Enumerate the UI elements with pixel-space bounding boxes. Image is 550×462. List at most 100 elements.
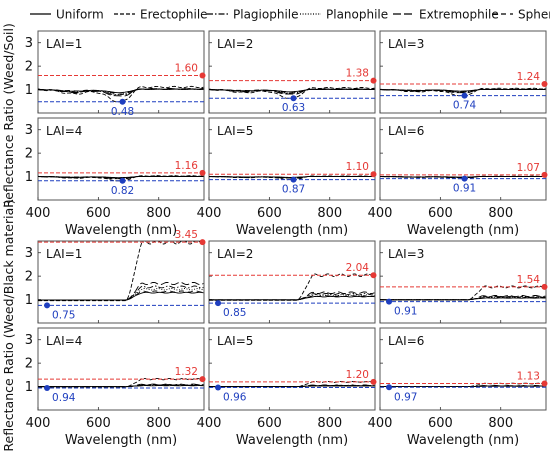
series-line [38, 175, 204, 182]
min-value-label: 0.75 [52, 309, 75, 321]
panel-label: LAI=3 [388, 37, 424, 51]
panel-label: LAI=1 [46, 247, 82, 261]
max-point [370, 77, 377, 84]
series-line [38, 384, 204, 388]
chart-panel: 1 2 3 400 600 800 1.16 0.82 LAI=4 [25, 117, 206, 221]
y-axis-title: Reflectance Ratio (Weed/Soil) [1, 23, 16, 208]
x-axis-title: Wavelength (nm) [236, 223, 348, 238]
y-tick-label: 3 [25, 246, 33, 261]
axis-titles: Wavelength (nm) Wavelength (nm) Wavelength… [1, 23, 519, 452]
min-point [386, 384, 393, 391]
max-point [541, 380, 548, 387]
chart-panel: 400 600 800 1.10 0.87 LAI=5 [197, 117, 377, 221]
x-tick-label: 400 [368, 416, 393, 431]
series-line [38, 88, 204, 96]
min-value-label: 0.96 [223, 392, 247, 404]
min-value-label: 0.48 [111, 106, 134, 118]
series-line [380, 88, 546, 92]
max-value-label: 1.07 [517, 162, 540, 174]
x-tick-label: 400 [26, 206, 51, 221]
max-point [370, 272, 377, 279]
series-line [38, 290, 204, 301]
panel-frame [37, 327, 205, 411]
legend-item: Plagiophile [207, 8, 299, 22]
y-tick-label: 2 [25, 270, 33, 285]
x-tick-label: 600 [86, 416, 111, 431]
chart-panel: 1.38 0.63 LAI=2 [208, 30, 377, 114]
legend-label: Uniform [56, 8, 104, 22]
chart-panel: 1 2 3 1.60 0.48 LAI=1 [25, 30, 206, 118]
max-value-label: 3.45 [175, 229, 198, 241]
panel-frame [379, 117, 547, 201]
x-tick-label: 800 [488, 416, 513, 431]
x-tick-label: 600 [257, 206, 282, 221]
panel-label: LAI=6 [388, 334, 424, 348]
min-point [386, 298, 393, 305]
panel-frame [379, 240, 547, 324]
min-value-label: 0.85 [223, 307, 246, 319]
legend-item: Spherical [492, 8, 550, 22]
max-point [199, 169, 206, 176]
y-tick-label: 2 [25, 60, 33, 75]
series-group [380, 285, 546, 301]
y-tick-label: 3 [25, 333, 33, 348]
x-tick-label: 800 [317, 416, 342, 431]
min-point [461, 175, 468, 182]
series-line [38, 175, 204, 179]
max-value-label: 1.32 [175, 366, 198, 378]
x-tick-label: 800 [488, 206, 513, 221]
max-value-label: 1.24 [517, 71, 541, 83]
x-axis-title: Wavelength (nm) [407, 223, 519, 238]
panel-label: LAI=2 [217, 37, 253, 51]
max-value-label: 1.16 [175, 160, 199, 172]
y-tick-label: 1 [25, 170, 33, 185]
min-value-label: 0.63 [282, 102, 305, 114]
series-group [38, 241, 204, 302]
panel-frame [37, 240, 205, 324]
y-tick-label: 2 [25, 357, 33, 372]
max-value-label: 1.20 [346, 369, 369, 381]
x-tick-label: 400 [197, 206, 222, 221]
panel-label: LAI=4 [46, 124, 82, 138]
chart-panel: 400 600 800 1.13 0.97 LAI=6 [368, 327, 548, 431]
max-point [370, 378, 377, 385]
x-tick-label: 600 [257, 416, 282, 431]
x-tick-label: 400 [26, 416, 51, 431]
legend-label: Spherical [518, 8, 550, 22]
panel-frame [208, 240, 376, 324]
panel-frame [208, 327, 376, 411]
panel-label: LAI=1 [46, 37, 82, 51]
max-value-label: 1.38 [346, 68, 369, 80]
max-point [541, 80, 548, 87]
panel-label: LAI=5 [217, 124, 253, 138]
min-point [119, 177, 126, 184]
panel-label: LAI=5 [217, 334, 253, 348]
legend-label: Extremophile [419, 8, 499, 22]
chart-panel: 1.54 0.91 LAI=3 [379, 240, 548, 324]
y-tick-label: 3 [25, 123, 33, 138]
x-tick-label: 800 [146, 206, 171, 221]
max-value-label: 2.04 [346, 262, 370, 274]
chart-panel: 1 2 3 3.45 0.75 LAI=1 [25, 229, 206, 324]
panel-frame [37, 117, 205, 201]
max-point [199, 376, 206, 383]
series-line [209, 88, 375, 93]
series-line [209, 385, 375, 388]
max-point [541, 283, 548, 290]
max-point [370, 171, 377, 178]
series-group [209, 273, 375, 301]
chart-panel: 400 600 800 1.20 0.96 LAI=5 [197, 327, 377, 431]
x-tick-label: 800 [146, 416, 171, 431]
series-line [380, 385, 546, 388]
min-value-label: 0.82 [111, 185, 134, 197]
series-line [380, 297, 546, 301]
legend-item: Erectophile [114, 8, 208, 22]
y-tick-label: 2 [25, 147, 33, 162]
series-group [38, 377, 204, 388]
legend-label: Plagiophile [233, 8, 299, 22]
x-axis-title: Wavelength (nm) [65, 433, 177, 448]
panel-grid: 1 2 3 1.60 0.48 LAI=1 1.38 0.63 LAI=2 1.24 0.74 LAI… [25, 30, 548, 431]
max-point [199, 239, 206, 246]
min-value-label: 0.87 [282, 184, 305, 196]
y-tick-label: 1 [25, 380, 33, 395]
